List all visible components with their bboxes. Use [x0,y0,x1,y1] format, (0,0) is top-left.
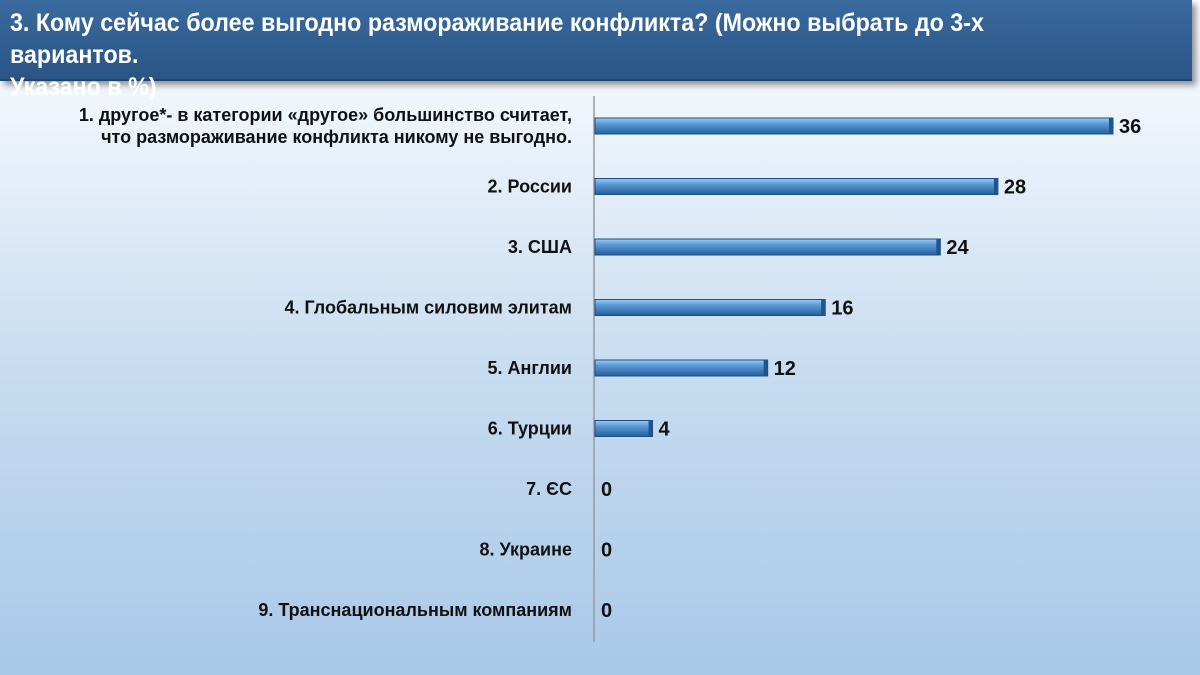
value-label: 28 [1004,177,1026,199]
chart-title: 3. Кому сейчас более выгодно разморажива… [10,9,984,101]
category-label: 9. Транснациональным компаниям [258,600,572,620]
category-label: 6. Турции [488,419,572,439]
category-label: 5. Англии [488,358,573,378]
bar [594,178,999,195]
bar-end-cap [763,360,768,376]
bar [594,420,654,437]
category-label: 7. ЄС [526,479,572,499]
category-label: 2. России [488,177,572,197]
category-label: 1. другое*- в категории «другое» большин… [79,105,572,147]
category-label: 8. Украине [480,540,573,560]
bar [594,238,941,256]
value-label: 12 [774,358,796,380]
category-label: 3. США [508,237,572,257]
value-label: 36 [1119,116,1141,138]
bar [594,299,826,316]
value-label: 0 [601,600,612,622]
value-label: 0 [601,540,612,562]
value-label: 16 [831,298,853,320]
bar-end-cap [993,178,998,195]
value-label: 24 [946,237,969,259]
bar-end-cap [821,299,826,316]
bar [594,359,769,377]
bar-end-cap [1109,118,1113,134]
bar-end-cap [648,420,653,437]
bar-end-cap [936,239,941,255]
title-bar: 3. Кому сейчас более выгодно разморажива… [0,0,1192,101]
value-label: 4 [659,419,671,441]
bar [594,117,1114,135]
value-label: 0 [601,479,612,501]
category-label: 4. Глобальным силовим элитам [284,298,572,318]
